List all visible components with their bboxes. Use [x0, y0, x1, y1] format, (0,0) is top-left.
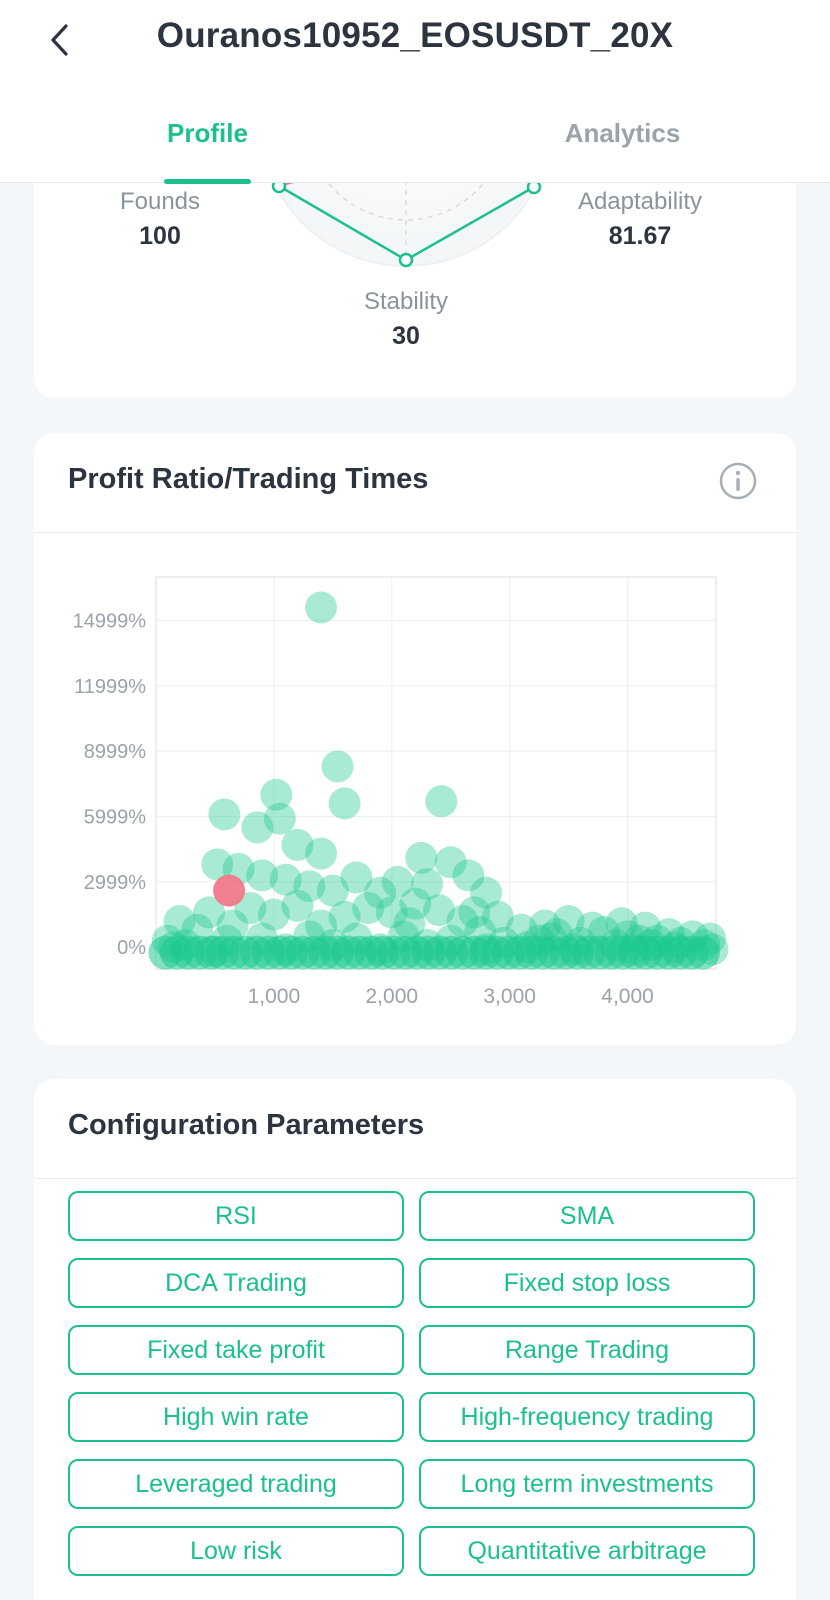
- scatter-point: [481, 900, 514, 933]
- scatter-point: [241, 811, 274, 844]
- scatter-point: [316, 874, 349, 907]
- y-tick-label: 11999%: [74, 676, 146, 698]
- y-tick-label: 0%: [117, 937, 146, 959]
- page-title: Ouranos10952_EOSUSDT_20X: [156, 16, 674, 55]
- scatter-point: [446, 905, 479, 938]
- scatter-point: [263, 802, 296, 835]
- chip-rsi[interactable]: RSI: [68, 1191, 404, 1241]
- scatter-chart: 14999% 11999% 8999% 5999% 2999% 0% 1,000 2,000…: [73, 576, 729, 1008]
- scatter-point-highlight: [213, 874, 246, 907]
- chip-leveraged-trading[interactable]: Leveraged trading: [68, 1459, 404, 1509]
- card-title: Configuration Parameters: [68, 1109, 425, 1141]
- scatter-point: [281, 828, 314, 861]
- metric-label: Founds: [119, 188, 201, 215]
- chip-range-trading[interactable]: Range Trading: [419, 1325, 755, 1375]
- card-title: Profit Ratio/Trading Times: [68, 463, 429, 495]
- metric-value: 81.67: [608, 222, 672, 250]
- y-tick-label: 8999%: [84, 741, 146, 763]
- metric-founds: Founds 100: [90, 188, 230, 251]
- scatter-point: [364, 876, 396, 909]
- scatter-point: [434, 846, 467, 879]
- scatter-point: [405, 841, 438, 874]
- chip-quantitative-arbitrage[interactable]: Quantitative arbitrage: [419, 1526, 755, 1576]
- scatter-point: [193, 896, 226, 929]
- y-tick-label: 5999%: [84, 807, 146, 829]
- card-header: Profit Ratio/Trading Times: [34, 433, 796, 533]
- x-tick-label: 3,000: [483, 985, 536, 1008]
- config-card: Configuration Parameters RSI SMA DCA Tra…: [34, 1079, 796, 1600]
- chip-low-risk[interactable]: Low risk: [68, 1526, 404, 1576]
- radar-card: Founds 100 Adaptability 81.67 Stability …: [34, 150, 796, 398]
- scatter-point: [321, 750, 354, 783]
- chip-high-frequency-trading[interactable]: High-frequency trading: [419, 1392, 755, 1442]
- scatter-point: [375, 896, 408, 929]
- back-button[interactable]: [40, 18, 80, 62]
- scatter-point: [425, 785, 458, 818]
- scatter-point: [340, 861, 373, 894]
- metric-label: Adaptability: [577, 188, 703, 215]
- chip-dca-trading[interactable]: DCA Trading: [68, 1258, 404, 1308]
- y-tick-label: 14999%: [73, 611, 147, 633]
- scatter-point: [529, 909, 562, 942]
- tab-bar: Profile Analytics: [0, 110, 830, 184]
- scatter-point: [208, 798, 241, 831]
- scatter-point: [422, 894, 455, 927]
- scatter-point: [458, 896, 491, 929]
- scatter-point: [576, 911, 609, 944]
- scatter-point: [281, 889, 314, 922]
- scatter-point: [305, 591, 338, 624]
- scatter-point: [260, 778, 293, 811]
- scatter-point: [452, 859, 485, 892]
- metric-stability: Stability 30: [336, 288, 476, 351]
- scatter-point: [328, 787, 361, 820]
- scatter-point: [629, 911, 662, 944]
- scatter-point: [328, 900, 361, 933]
- scatter-point: [201, 848, 234, 881]
- x-tick-label: 1,000: [248, 985, 301, 1008]
- metric-adaptability: Adaptability 81.67: [560, 188, 720, 251]
- metric-value: 30: [392, 322, 420, 350]
- chip-sma[interactable]: SMA: [419, 1191, 755, 1241]
- chevron-left-icon: [51, 24, 68, 56]
- info-icon[interactable]: [718, 461, 758, 501]
- scatter-point: [293, 870, 326, 903]
- y-tick-label: 2999%: [84, 872, 146, 894]
- scatter-point: [234, 892, 267, 925]
- scatter-point: [393, 907, 426, 940]
- chip-fixed-take-profit[interactable]: Fixed take profit: [68, 1325, 404, 1375]
- scatter-point: [305, 837, 338, 870]
- chip-fixed-stop-loss[interactable]: Fixed stop loss: [419, 1258, 755, 1308]
- chip-long-term-investments[interactable]: Long term investments: [419, 1459, 755, 1509]
- metric-value: 100: [139, 222, 181, 250]
- x-tick-label: 2,000: [366, 985, 419, 1008]
- card-header: Configuration Parameters: [34, 1079, 796, 1179]
- scatter-point: [399, 887, 432, 920]
- scatter-point: [352, 892, 385, 925]
- profit-chart-card: Profit Ratio/Trading Times 14999% 11999% 8…: [34, 433, 796, 1045]
- scatter-point: [470, 876, 503, 909]
- radar-point-stability: [398, 252, 414, 268]
- scatter-point: [163, 905, 196, 938]
- active-tab-indicator: [164, 179, 251, 184]
- metric-label: Stability: [363, 288, 449, 315]
- scatter-point: [257, 898, 290, 931]
- scatter-point: [269, 863, 302, 896]
- x-axis-labels: 1,000 2,000 3,000 4,000: [248, 985, 654, 1008]
- chart-area: 14999% 11999% 8999% 5999% 2999% 0% 1,000 2,000…: [34, 533, 796, 1045]
- scatter-point: [605, 907, 638, 940]
- scatter-point: [552, 905, 585, 938]
- tab-analytics[interactable]: Analytics: [564, 118, 681, 148]
- scatter-point: [246, 859, 279, 892]
- scatter-point: [305, 909, 338, 942]
- chip-high-win-rate[interactable]: High win rate: [68, 1392, 404, 1442]
- scatter-point: [381, 865, 414, 898]
- app-header: Ouranos10952_EOSUSDT_20X Profile Analyti…: [0, 0, 830, 184]
- scatter-point: [411, 868, 444, 901]
- scatter-point: [685, 935, 720, 970]
- scatter-point: [216, 909, 249, 942]
- x-tick-label: 4,000: [601, 985, 654, 1008]
- y-axis-labels: 14999% 11999% 8999% 5999% 2999% 0%: [73, 611, 147, 960]
- chart-points: [148, 591, 729, 970]
- tab-profile[interactable]: Profile: [167, 118, 248, 148]
